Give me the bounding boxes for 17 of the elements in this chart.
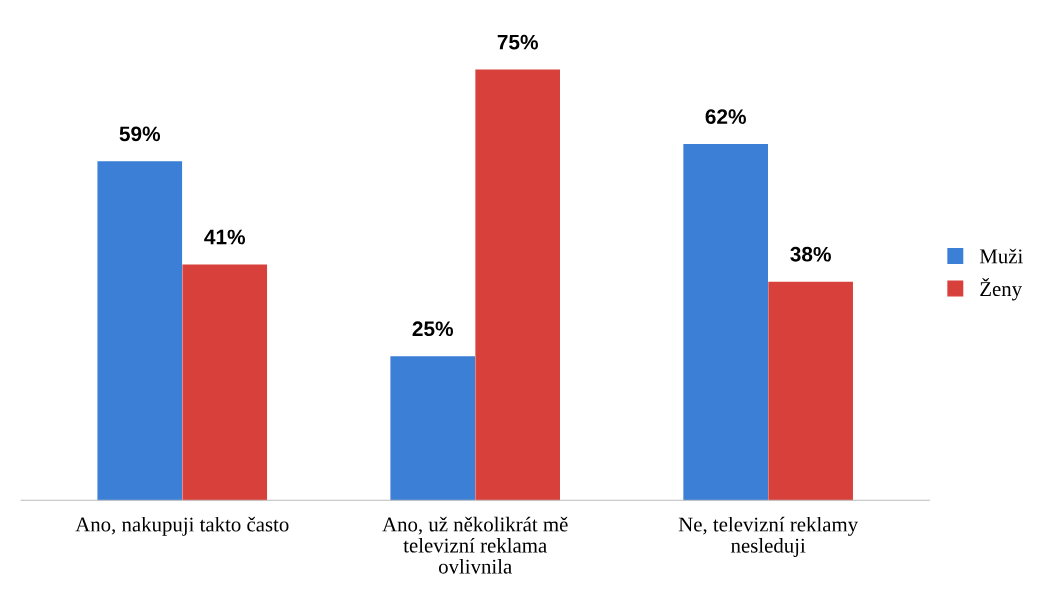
- data-label: 75%: [497, 34, 538, 50]
- x-tick-label: Ne, televizní reklamy nesleduji: [678, 516, 859, 557]
- data-label: 62%: [705, 109, 746, 125]
- bar: [475, 69, 561, 501]
- legend-label: Ženy: [980, 278, 1022, 301]
- data-label: 59%: [119, 126, 161, 142]
- legend-label: Muži: [979, 248, 1023, 264]
- data-label: 25%: [412, 321, 454, 337]
- bar: [683, 144, 769, 501]
- x-tick-label: Ano, nakupuji takto často: [75, 516, 289, 536]
- bar: [97, 161, 183, 501]
- bar: [182, 264, 268, 501]
- bar: [768, 281, 853, 501]
- x-tick-label: Ano, už několikrát mě televizní reklama ovlivnila: [382, 516, 568, 574]
- bar: [390, 356, 476, 501]
- data-label: 38%: [790, 246, 831, 262]
- data-label: 41%: [204, 229, 246, 245]
